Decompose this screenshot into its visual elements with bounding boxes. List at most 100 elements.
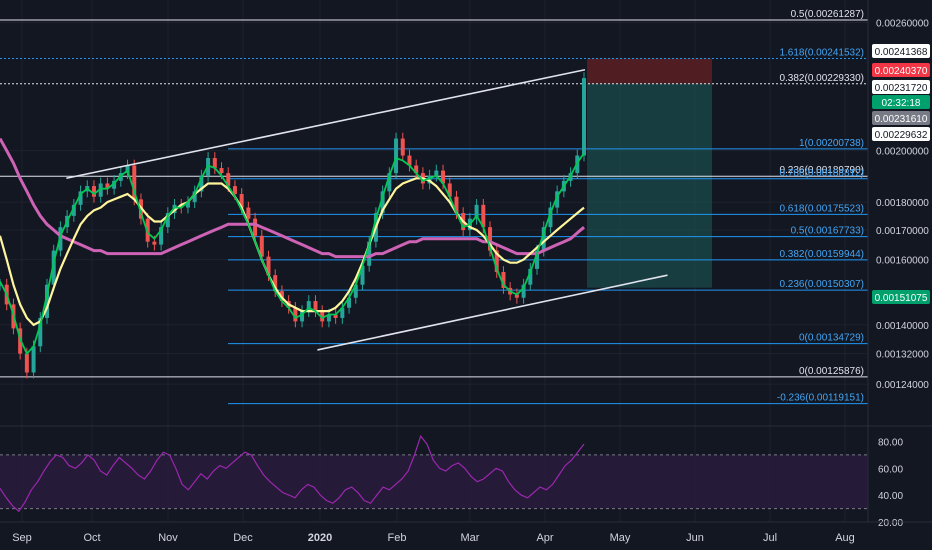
candle-body-24 [159,227,164,245]
candle-body-35 [232,186,237,195]
candle-body-14 [91,186,96,197]
price-tick-4: 0.00160000 [876,256,929,267]
candle-body-38 [253,218,258,236]
time-tick-0: Sep [12,532,32,544]
candles [0,72,586,379]
candle-body-25 [165,213,170,228]
candle-body-39 [259,235,264,257]
candle-body-27 [179,204,184,208]
candle-body-44 [293,307,298,322]
candle-body-60 [400,138,405,156]
rsi-tick-0: 80.00 [878,437,903,448]
candle-body-11 [71,204,76,216]
candle-body-7 [44,284,49,318]
candle-body-78 [521,284,526,298]
candle-body-68 [454,196,459,214]
price-label-bg-0 [872,44,930,58]
candle-body-66 [441,170,446,184]
candle-body-77 [514,294,519,298]
candle-body-57 [380,191,385,214]
rsi-panel [0,434,868,513]
price-tick-2: 0.00180000 [876,198,929,209]
candle-body-64 [427,175,432,184]
fib-label-4: 0.5(0.00167733) [791,226,864,237]
candle-body-40 [266,256,271,276]
time-tick-7: Apr [536,532,553,544]
candle-body-62 [414,165,419,174]
candle-body-41 [273,275,278,292]
rsi-tick-3: 20.00 [878,518,903,529]
target-zone [587,83,712,288]
candle-body-47 [313,301,318,312]
price-label-2: 0.00231720 [875,83,928,94]
candle-body-72 [481,204,486,228]
time-tick-9: Jun [686,532,704,544]
time-axis[interactable]: Sep Oct Nov Dec 2020 Feb Mar Apr May Jun Jul Aug [0,521,932,544]
price-tick-0: 0.00260000 [876,18,929,29]
candle-body-36 [239,194,244,208]
candle-body-71 [474,204,479,219]
fib-label-2: 0.786(0.00188812) [779,168,864,179]
candle-body-58 [387,173,392,192]
position-zones [587,58,712,288]
price-tick-3: 0.00170000 [876,226,929,237]
stop-zone [587,58,712,84]
candle-body-33 [219,168,224,174]
price-label-1: 0.00240370 [875,66,928,77]
price-tick-5: 0.00140000 [876,321,929,332]
rsi-tick-2: 40.00 [878,491,903,502]
candle-body-8 [51,250,56,285]
price-label-6: 0.00151075 [875,293,928,304]
candle-body-54 [360,265,365,285]
fib-label-1: 0.236(0.00189790) [779,165,864,176]
candle-body-52 [347,297,352,308]
time-tick-10: Jul [763,532,777,544]
candle-body-32 [212,158,217,169]
ma-fast-line [0,152,585,356]
ma-mid-line [0,177,585,327]
candle-body-34 [226,173,231,187]
ma-slow-line [0,137,585,259]
candle-body-16 [105,183,110,189]
candle-body-81 [541,227,546,251]
candle-body-79 [528,268,533,285]
time-tick-3: Dec [233,532,253,544]
candle-body-50 [333,314,338,318]
candle-body-87 [582,78,586,156]
rsi-tick-1: 60.00 [878,464,903,475]
price-label-bg-1 [872,63,930,77]
candle-body-67 [447,183,452,197]
upper-trendline[interactable] [66,68,586,180]
moving-averages [0,137,585,356]
candle-body-83 [555,191,560,208]
fib-label-9: -0.236(0.00119151) [777,393,864,404]
candle-body-5 [31,346,36,373]
price-axis[interactable]: 0.00260000 0.00200000 0.00180000 0.00170000… [867,0,930,529]
candle-body-49 [326,314,331,322]
time-tick-1: Oct [83,532,100,544]
candle-body-29 [192,191,197,203]
price-tick-6: 0.00132000 [876,350,929,361]
trendlines[interactable] [66,68,668,351]
time-tick-4: 2020 [308,532,332,544]
candle-body-28 [185,202,190,208]
fib-label-7: 0(0.00134729) [799,333,864,344]
candle-body-17 [112,180,117,189]
candle-body-23 [152,241,157,245]
time-tick-2: Nov [158,532,178,544]
price-label-5: 0.00229632 [875,130,928,141]
price-label-4: 0.00231610 [875,114,928,125]
price-label-bg-6 [872,290,930,304]
price-label-bg-5 [872,127,930,141]
candle-body-59 [394,138,399,174]
candle-body-73 [488,227,493,251]
candle-body-53 [353,284,358,298]
candle-body-19 [125,165,130,174]
lower-trendline[interactable] [317,274,668,351]
candle-body-80 [535,250,540,269]
candle-body-48 [320,311,325,322]
candle-body-6 [38,317,43,347]
candle-body-51 [340,307,345,318]
candle-body-37 [246,207,251,219]
